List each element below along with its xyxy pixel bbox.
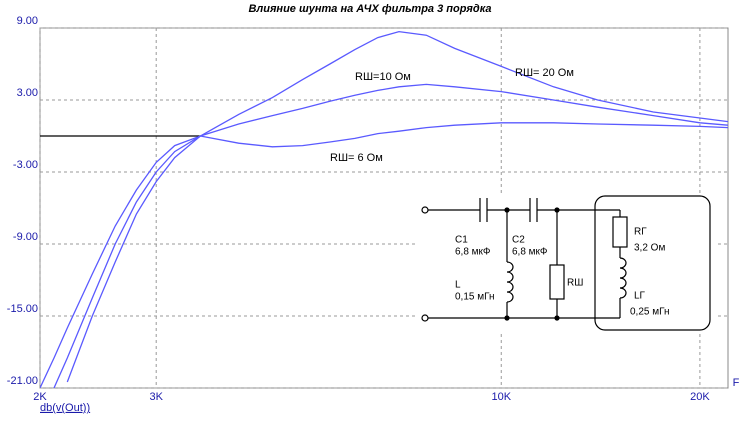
series-line: [53, 83, 728, 388]
load-box: [594, 195, 711, 331]
node: [554, 315, 560, 321]
label: C2: [512, 235, 525, 246]
label: C1: [455, 235, 468, 246]
y-tick-label: -21.00: [7, 375, 38, 387]
label: LГ: [634, 291, 646, 302]
label: RГ: [634, 227, 647, 238]
chart-title: Влияние шунта на АЧХ фильтра 3 порядка: [248, 3, 491, 15]
y-tick-label: -3.00: [13, 159, 38, 171]
node: [554, 207, 560, 213]
series-label: RШ= 6 Ом: [330, 152, 383, 164]
label: 6,8 мкФ: [455, 247, 491, 258]
schematic: C1 6,8 мкФ C2 6,8 мкФ L 0,15 мГн RШ RГ 3…: [418, 195, 718, 334]
label: RШ: [567, 278, 583, 289]
x-tick-label: 10K: [491, 391, 511, 403]
label: 0,15 мГн: [455, 292, 495, 303]
y-tick-label: -9.00: [13, 231, 38, 243]
series-line: [40, 122, 728, 388]
x-axis-label: F: [733, 377, 740, 389]
series-line: [66, 30, 728, 383]
inductor: [619, 257, 627, 299]
y-tick-label: -15.00: [7, 303, 38, 315]
x-tick-label: 3K: [149, 391, 163, 403]
y-axis-label: db(v(Out)): [40, 402, 90, 414]
node: [504, 315, 510, 321]
label: L: [455, 280, 461, 291]
label: 0,25 мГн: [630, 307, 670, 318]
label: 6,8 мкФ: [512, 247, 548, 258]
series-label: RШ= 20 Ом: [515, 67, 574, 79]
x-tick-label: 20K: [690, 391, 710, 403]
label: 3,2 Ом: [634, 243, 665, 254]
y-tick-label: 3.00: [17, 87, 38, 99]
schematic-bg: [418, 196, 718, 334]
y-tick-label: 9.00: [17, 15, 38, 27]
x-tick-label: 2K: [33, 391, 47, 403]
series-label: RШ=10 Ом: [355, 71, 411, 83]
inductor: [506, 261, 514, 303]
node: [504, 207, 510, 213]
